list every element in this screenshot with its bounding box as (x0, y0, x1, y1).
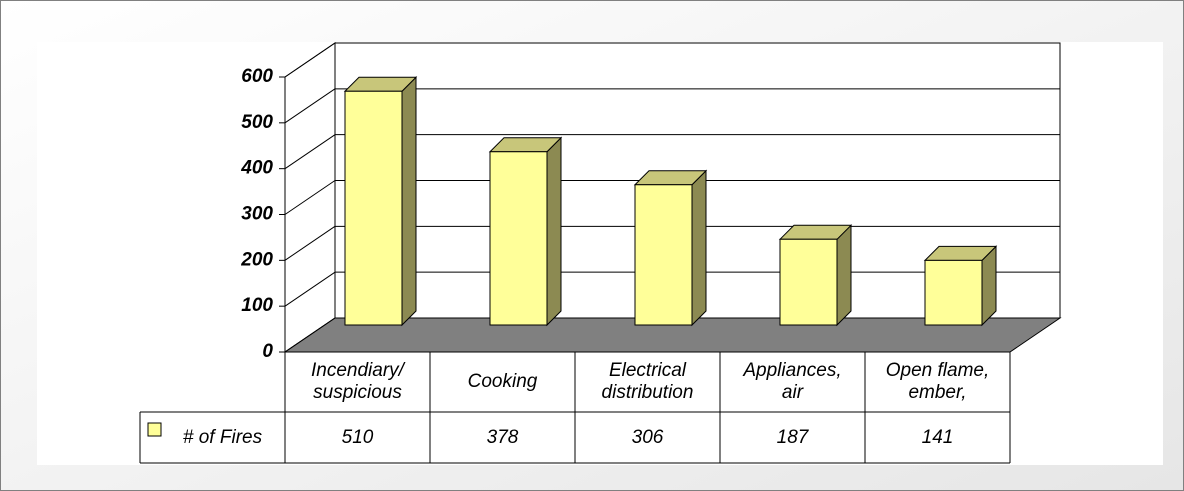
bar (778, 224, 853, 327)
bar-side (836, 224, 852, 327)
table-value: 141 (921, 426, 954, 448)
y-tick-label: 600 (241, 66, 273, 87)
bar (488, 136, 563, 327)
bar-front (779, 238, 838, 326)
table-value: 187 (776, 426, 809, 448)
legend-label: # of Fires (182, 426, 263, 448)
bar-front (344, 90, 403, 326)
bar-side (401, 76, 417, 327)
y-tick-label: 0 (262, 341, 273, 362)
y-tick-label: 400 (240, 158, 273, 179)
side-grid-line (284, 42, 336, 78)
table-value: 306 (631, 426, 664, 448)
table-value: 378 (486, 426, 519, 448)
bar (923, 245, 998, 327)
bar-side (691, 169, 707, 327)
side-grid-line (284, 134, 336, 170)
bar-side (546, 136, 562, 327)
bar-front (489, 151, 548, 326)
x-tick-label: Cooking (467, 371, 538, 392)
y-tick-label: 200 (240, 249, 273, 270)
bar (343, 76, 418, 327)
bar-front (924, 259, 983, 326)
side-grid-line (284, 271, 336, 307)
side-grid-line (284, 88, 336, 124)
x-tick-label: Incendiary/ suspicious (311, 360, 404, 403)
y-tick-label: 300 (241, 204, 273, 225)
side-grid-line (284, 317, 336, 353)
bar (633, 169, 708, 327)
table-value: 510 (341, 426, 374, 448)
x-tick-label: Open flame, ember, (885, 360, 990, 403)
y-tick-label: 100 (241, 295, 273, 316)
x-tick-label: Appliances, air (743, 360, 842, 403)
legend-key (147, 422, 162, 437)
bar-front (634, 184, 693, 326)
y-tick-label: 500 (241, 112, 273, 133)
side-grid-line (284, 180, 336, 215)
x-tick-label: Electrical distribution (601, 360, 694, 403)
side-grid-line (284, 225, 336, 261)
